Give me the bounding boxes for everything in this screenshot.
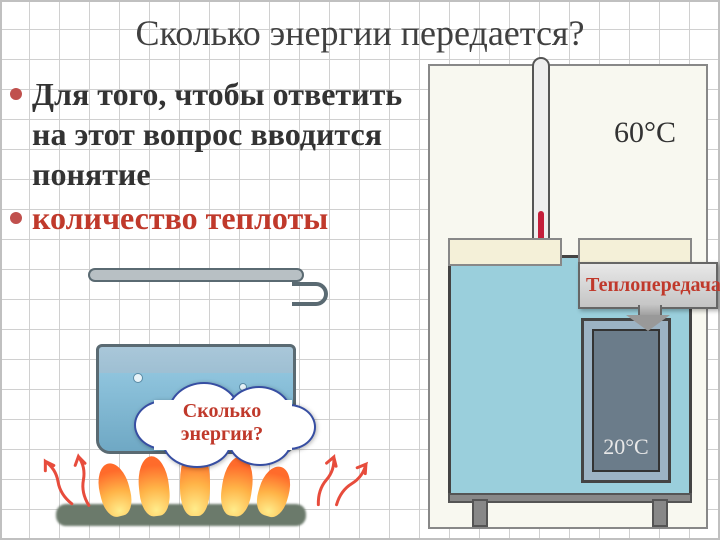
temperature-bottom-label: 20°C	[584, 434, 668, 460]
slide-title: Сколько энергии передается?	[0, 12, 720, 54]
down-arrow-icon	[626, 305, 670, 331]
heat-transfer-callout: Теплопередача	[578, 262, 718, 309]
inner-vessel: 20°C	[581, 318, 671, 483]
stand	[448, 493, 692, 527]
pot-handle	[292, 282, 328, 306]
temperature-top-label: 60°C	[614, 116, 676, 150]
bullet-text: Для того, чтобы ответить на этот вопрос …	[32, 74, 410, 194]
cloud-text: Сколько энергии?	[132, 380, 312, 466]
bullet-item: количество теплоты	[10, 198, 410, 238]
calorimeter-panel: 60°C 20°C Теплопередача	[428, 64, 708, 529]
bullet-list: Для того, чтобы ответить на этот вопрос …	[10, 74, 410, 242]
lid	[448, 238, 562, 266]
pot-on-fire-scene: Сколько энергии?	[36, 276, 366, 526]
pot-rim	[88, 268, 304, 282]
bullet-dot-icon	[10, 212, 22, 224]
callout-text: Теплопередача	[586, 274, 720, 296]
question-cloud-callout: Сколько энергии?	[132, 380, 312, 466]
bullet-dot-icon	[10, 88, 22, 100]
bullet-text: количество теплоты	[32, 198, 328, 238]
bullet-item: Для того, чтобы ответить на этот вопрос …	[10, 74, 410, 194]
